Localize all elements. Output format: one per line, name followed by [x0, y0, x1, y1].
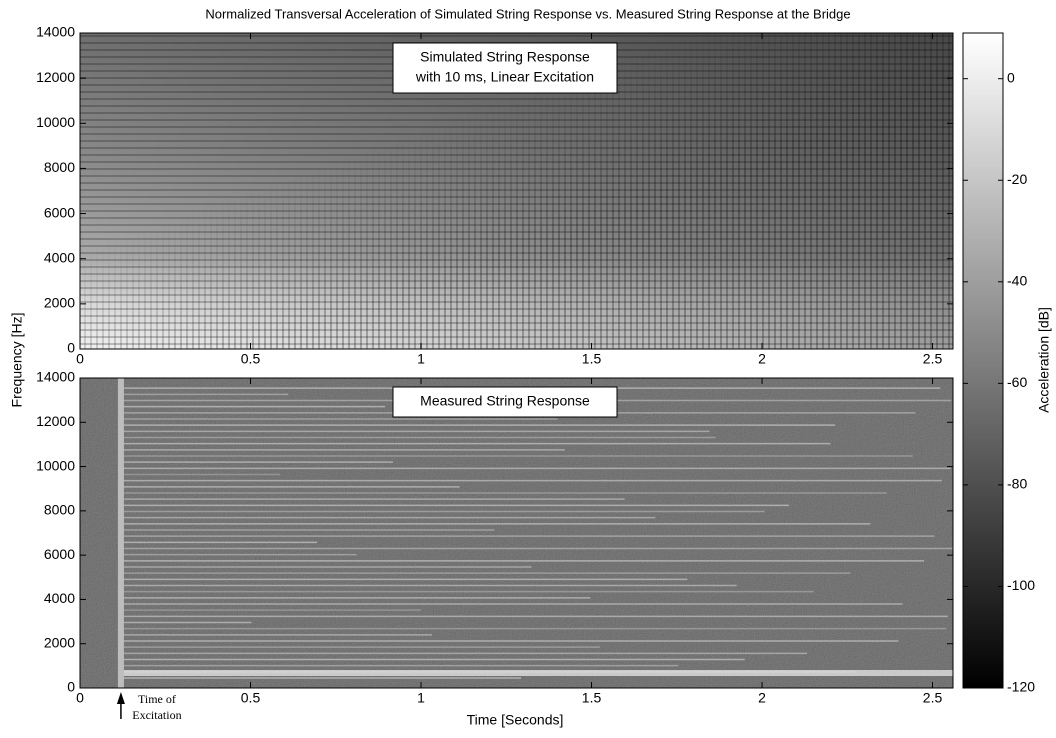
y-tick-label: 14000: [36, 369, 75, 385]
y-tick-label: 4000: [44, 249, 75, 265]
y-tick-label: 0: [67, 340, 75, 356]
colorbar-tick-label: -40: [1007, 273, 1027, 289]
y-tick-label: 12000: [36, 69, 75, 85]
y-tick-label: 14000: [36, 24, 75, 40]
x-tick-label: 2: [758, 690, 766, 706]
colorbar-tick-label: -20: [1007, 171, 1027, 187]
y-tick-label: 6000: [44, 204, 75, 220]
y-tick-label: 8000: [44, 159, 75, 175]
y-tick-label: 2000: [44, 634, 75, 650]
x-tick-label: 0.5: [241, 690, 261, 706]
x-tick-label: 0.5: [241, 351, 261, 367]
plot-frame: [79, 377, 954, 689]
annotation: with 10 ms, Linear Excitation: [415, 69, 594, 85]
x-tick-label: 1: [417, 351, 425, 367]
y-axis-label: Frequency [Hz]: [9, 313, 25, 408]
annotation: Measured String Response: [420, 393, 590, 409]
excitation-label: Time of: [138, 692, 176, 706]
y-tick-label: 8000: [44, 502, 75, 518]
annotation-box: [392, 42, 618, 94]
x-axis-label: Time [Seconds]: [467, 712, 564, 728]
y-tick-label: 12000: [36, 413, 75, 429]
plot-frame: [79, 32, 954, 350]
x-tick-label: 2.5: [923, 351, 943, 367]
colorbar-tick-label: -80: [1007, 476, 1027, 492]
x-tick-label: 1.5: [582, 351, 602, 367]
x-tick-label: 2.5: [923, 690, 943, 706]
colorbar-tick-label: -100: [1007, 577, 1035, 593]
y-tick-label: 10000: [36, 457, 75, 473]
fundamental-band: [120, 670, 953, 676]
annotation: Simulated String Response: [420, 49, 590, 65]
y-tick-label: 4000: [44, 590, 75, 606]
annotation-box: [392, 386, 618, 418]
y-tick-label: 10000: [36, 114, 75, 130]
y-tick-label: 0: [67, 679, 75, 695]
figure-title: Normalized Transversal Acceleration of S…: [205, 6, 850, 21]
y-tick-label: 2000: [44, 295, 75, 311]
colorbar-tick-label: -120: [1007, 679, 1035, 695]
x-tick-label: 1: [417, 690, 425, 706]
colorbar: [962, 32, 1004, 689]
colorbar-label: Acceleration [dB]: [1036, 307, 1052, 413]
colorbar-tick-label: 0: [1007, 69, 1015, 85]
excitation-arrowhead: [116, 692, 125, 704]
x-tick-label: 2: [758, 351, 766, 367]
x-tick-label: 0: [76, 351, 84, 367]
noise: [80, 378, 953, 688]
colorbar-tick-label: -60: [1007, 374, 1027, 390]
excitation-label: Excitation: [132, 708, 181, 722]
x-tick-label: 0: [76, 690, 84, 706]
y-tick-label: 6000: [44, 546, 75, 562]
x-tick-label: 1.5: [582, 690, 602, 706]
excitation-band: [117, 378, 124, 688]
